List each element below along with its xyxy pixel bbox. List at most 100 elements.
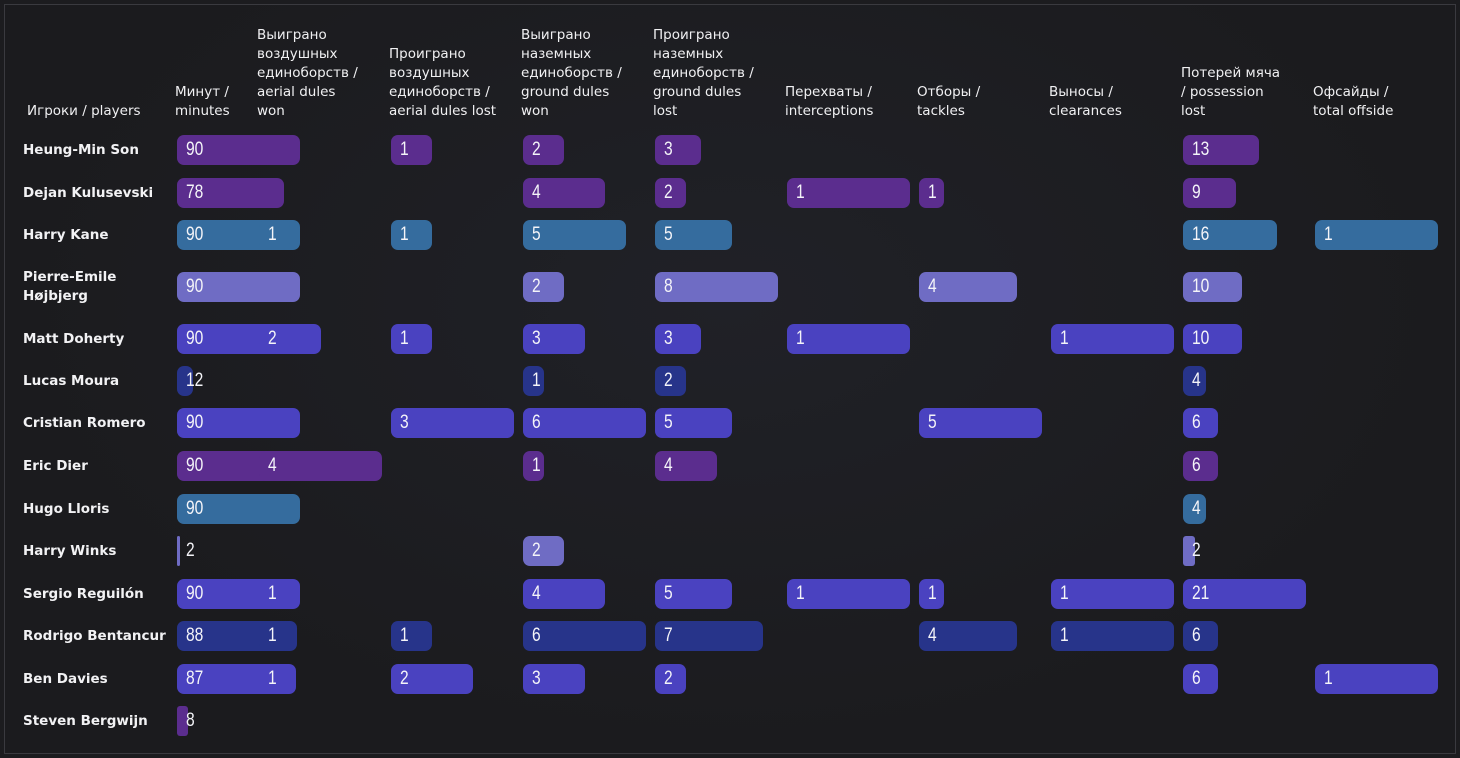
bar-alost (391, 621, 432, 651)
value-label-int: 1 (796, 328, 805, 349)
bar-awon (259, 451, 382, 481)
value-label-awon: 2 (268, 328, 277, 349)
player-name: Hugo Lloris (23, 500, 110, 517)
bar-pos (1183, 135, 1259, 165)
value-label-min: 90 (186, 328, 204, 349)
value-label-alost: 1 (400, 625, 409, 646)
bar-alost (391, 135, 432, 165)
value-label-clr: 1 (1060, 625, 1069, 646)
bar-glost (655, 324, 701, 354)
value-label-alost: 3 (400, 412, 409, 433)
bar-glost (655, 178, 686, 208)
value-label-tkl: 4 (928, 276, 937, 297)
value-label-awon: 4 (268, 455, 277, 476)
value-label-glost: 2 (664, 370, 673, 391)
bar-gwon (523, 408, 646, 438)
bar-pos (1183, 536, 1195, 566)
bar-min (177, 135, 300, 165)
bar-tkl (919, 621, 1017, 651)
value-label-min: 88 (186, 625, 204, 646)
value-label-pos: 21 (1192, 583, 1210, 604)
value-label-pos: 6 (1192, 625, 1201, 646)
value-label-tkl: 1 (928, 182, 937, 203)
bar-gwon (523, 451, 544, 481)
bar-gwon (523, 579, 605, 609)
bar-gwon (523, 664, 585, 694)
value-label-gwon: 2 (532, 276, 541, 297)
bar-pos (1183, 366, 1206, 396)
value-label-gwon: 2 (532, 540, 541, 561)
bar-gwon (523, 220, 626, 250)
value-label-pos: 4 (1192, 370, 1201, 391)
value-label-glost: 5 (664, 583, 673, 604)
bar-clr (1051, 621, 1174, 651)
value-label-awon: 1 (268, 583, 277, 604)
value-label-gwon: 6 (532, 625, 541, 646)
value-label-min: 12 (186, 370, 204, 391)
value-label-glost: 3 (664, 328, 673, 349)
player-name: Dejan Kulusevski (23, 184, 154, 201)
value-label-alost: 2 (400, 668, 409, 689)
bar-awon (259, 621, 290, 651)
bar-pos (1183, 178, 1236, 208)
value-label-pos: 2 (1192, 540, 1201, 561)
player-name: Harry Winks (23, 542, 117, 559)
value-label-min: 2 (186, 540, 195, 561)
value-label-glost: 8 (664, 276, 673, 297)
bar-clr (1051, 324, 1174, 354)
player-name: Rodrigo Bentancur (23, 627, 166, 644)
bar-min (177, 366, 193, 396)
column-header-gwon: Выиграно наземных единоборств / ground d… (521, 27, 622, 119)
bar-tkl (919, 408, 1042, 438)
bar-pos (1183, 494, 1206, 524)
bar-min (177, 178, 284, 208)
bar-min (177, 408, 300, 438)
bar-gwon (523, 272, 564, 302)
player-name: Ben Davies (23, 670, 108, 687)
value-label-min: 90 (186, 139, 204, 160)
value-label-glost: 4 (664, 455, 673, 476)
value-label-gwon: 3 (532, 668, 541, 689)
value-label-pos: 13 (1192, 139, 1210, 160)
bar-awon (259, 579, 290, 609)
bar-tkl (919, 579, 944, 609)
value-label-glost: 5 (664, 412, 673, 433)
value-label-pos: 6 (1192, 668, 1201, 689)
value-label-pos: 10 (1192, 276, 1210, 297)
bar-gwon (523, 135, 564, 165)
bar-pos (1183, 220, 1277, 250)
bar-gwon (523, 536, 564, 566)
player-name: Cristian Romero (23, 414, 146, 431)
bar-pos (1183, 451, 1218, 481)
value-label-min: 90 (186, 583, 204, 604)
value-label-awon: 1 (268, 668, 277, 689)
player-name: Eric Dier (23, 457, 88, 474)
value-label-int: 1 (796, 182, 805, 203)
value-label-min: 90 (186, 224, 204, 245)
stats-table-panel: Игроки / players Heung-Min Son 90 1 2 3 13 Dej… (4, 4, 1456, 754)
bar-glost (655, 451, 717, 481)
column-header-clr: Выносы / clearances (1049, 84, 1122, 119)
bar-tkl (919, 178, 944, 208)
value-label-tkl: 4 (928, 625, 937, 646)
bar-pos (1183, 579, 1306, 609)
value-label-alost: 1 (400, 139, 409, 160)
value-label-min: 90 (186, 276, 204, 297)
value-label-gwon: 1 (532, 455, 541, 476)
value-label-gwon: 1 (532, 370, 541, 391)
value-label-gwon: 4 (532, 182, 541, 203)
bar-off (1315, 220, 1438, 250)
value-label-alost: 1 (400, 328, 409, 349)
bar-glost (655, 220, 732, 250)
bar-int (787, 324, 910, 354)
column-header-int: Перехваты / interceptions (785, 84, 874, 119)
bar-off (1315, 664, 1438, 694)
bar-clr (1051, 579, 1174, 609)
value-label-off: 1 (1324, 224, 1333, 245)
bar-gwon (523, 621, 646, 651)
value-label-pos: 9 (1192, 182, 1201, 203)
bar-gwon (523, 366, 544, 396)
value-label-pos: 6 (1192, 412, 1201, 433)
player-name: Pierre-Emile Højbjerg (23, 269, 117, 304)
bar-pos (1183, 621, 1218, 651)
